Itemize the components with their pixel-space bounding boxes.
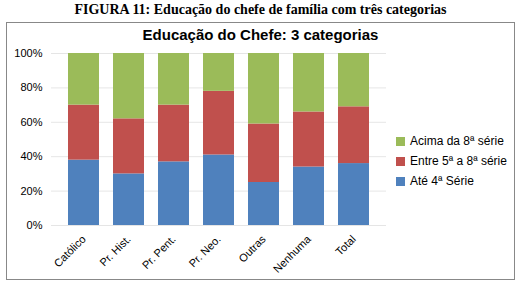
- svg-text:Católico: Católico: [51, 233, 88, 270]
- html-text:Entre 5ª a 8ª série: Entre 5ª a 8ª série: [410, 154, 507, 168]
- svg-text:100%: 100%: [14, 47, 42, 59]
- svg-text:Outras: Outras: [236, 232, 268, 264]
- svg-text:Pr. Pent.: Pr. Pent.: [140, 233, 178, 271]
- svg-text:20%: 20%: [20, 185, 42, 197]
- html-text:Até 4ª Série: Até 4ª Série: [410, 174, 474, 188]
- html-text:Educação do Chefe: 3 categoria: Educação do Chefe: 3 categorias: [142, 26, 379, 43]
- svg-text:Pr. Hist.: Pr. Hist.: [97, 233, 133, 269]
- svg-text:Nenhuma: Nenhuma: [271, 232, 314, 275]
- svg-text:0%: 0%: [27, 219, 43, 231]
- svg-text:40%: 40%: [20, 150, 42, 162]
- html-text:FIGURA 11: Educação do chefe d: FIGURA 11: Educação do chefe de família …: [74, 2, 447, 17]
- svg-text:Pr. Neo.: Pr. Neo.: [186, 233, 223, 270]
- html-text:Acima da 8ª série: Acima da 8ª série: [410, 134, 504, 148]
- svg-text:80%: 80%: [20, 81, 42, 93]
- svg-text:60%: 60%: [20, 116, 42, 128]
- svg-text:Total: Total: [333, 233, 358, 258]
